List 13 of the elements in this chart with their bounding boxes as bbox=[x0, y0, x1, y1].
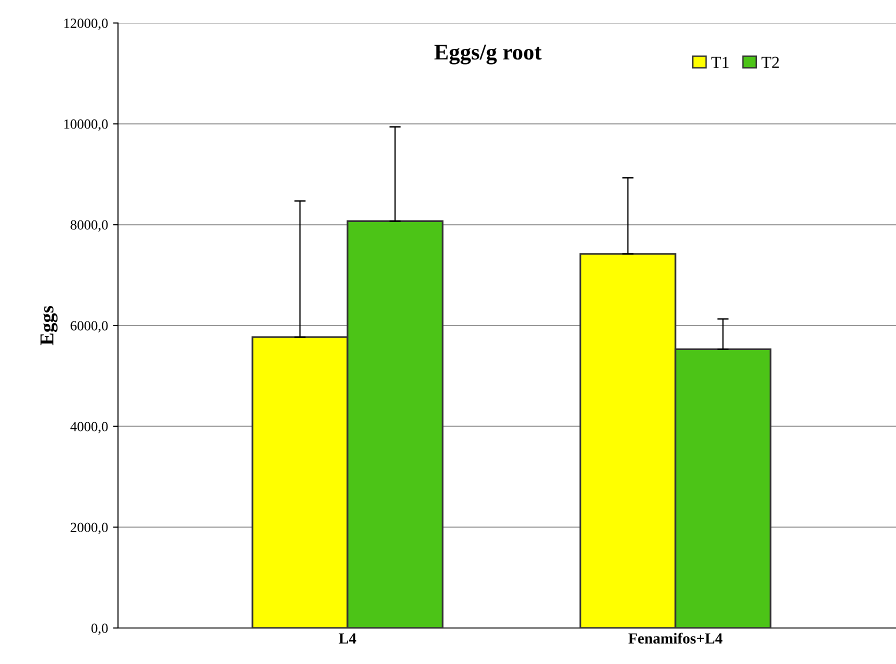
legend-label: T2 bbox=[762, 56, 779, 68]
y-tick-label: 4000,0 bbox=[70, 422, 108, 434]
y-axis-title: Eggs bbox=[40, 306, 58, 346]
y-tick-label: 8000,0 bbox=[70, 220, 108, 232]
y-tick-label: 2000,0 bbox=[70, 522, 108, 534]
x-tick-label: Fenamifos+L4 bbox=[628, 632, 722, 644]
legend-label: T1 bbox=[711, 56, 729, 68]
text: Eggs/g root bbox=[434, 44, 542, 64]
y-tick-label: 12000,0 bbox=[64, 18, 108, 30]
x-tick-label: L4 bbox=[338, 633, 356, 644]
y-tick-label: 0,0 bbox=[91, 624, 108, 635]
y-tick-label: 6000,0 bbox=[70, 321, 108, 332]
y-tick-label: 10000,0 bbox=[64, 119, 108, 131]
